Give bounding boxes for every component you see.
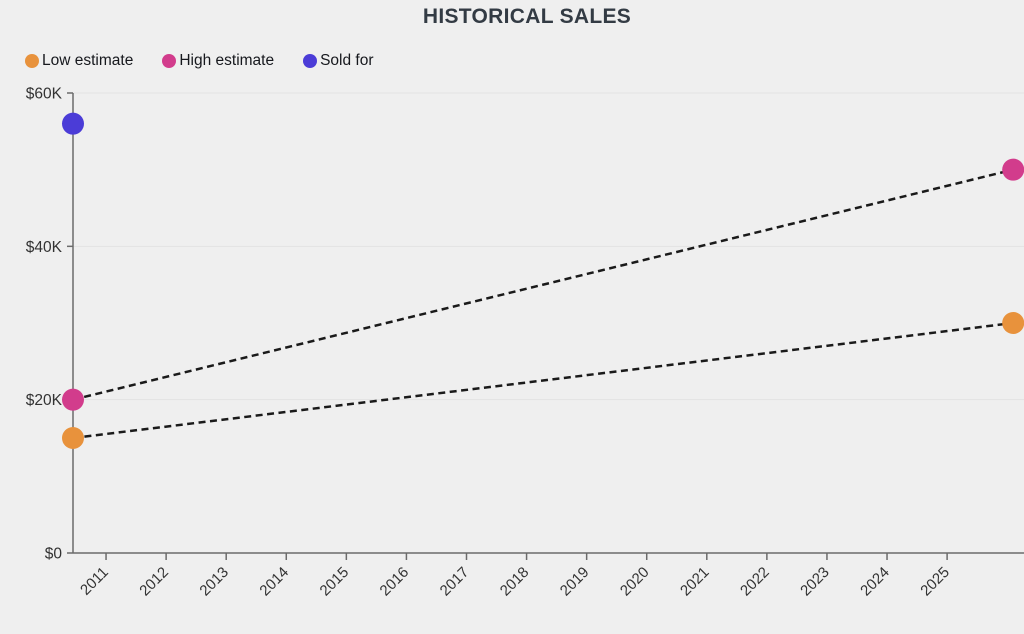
x-tick-label: 2020 xyxy=(617,564,653,600)
y-tick-label: $0 xyxy=(45,546,63,563)
y-tick-label: $40K xyxy=(26,239,63,256)
x-tick-label: 2023 xyxy=(797,564,833,600)
legend-item-low-estimate[interactable]: Low estimate xyxy=(25,52,133,70)
legend-marker-low-estimate xyxy=(25,54,39,68)
x-tick-label: 2024 xyxy=(857,564,893,600)
legend-label: Sold for xyxy=(320,52,374,69)
x-tick-label: 2022 xyxy=(737,564,773,600)
legend-item-sold-for[interactable]: Sold for xyxy=(303,52,374,70)
data-point-high-estimate[interactable] xyxy=(62,388,84,411)
series-line-high-estimate xyxy=(72,168,1014,401)
x-tick-label: 2015 xyxy=(317,564,353,600)
data-point-low-estimate[interactable] xyxy=(1002,312,1024,334)
x-tick-label: 2018 xyxy=(497,564,533,600)
x-tick-label: 2012 xyxy=(136,564,172,600)
data-point-high-estimate[interactable] xyxy=(1002,158,1024,181)
legend-label: Low estimate xyxy=(42,52,134,69)
y-tick-label: $20K xyxy=(26,392,63,409)
legend-item-high-estimate[interactable]: High estimate xyxy=(162,52,274,70)
legend-marker-high-estimate xyxy=(162,54,177,68)
series-line-low-estimate xyxy=(72,321,1014,440)
x-tick-label: 2011 xyxy=(77,564,112,599)
data-point-sold-for[interactable] xyxy=(62,112,84,135)
x-tick-label: 2014 xyxy=(256,564,292,600)
x-tick-label: 2021 xyxy=(677,564,713,600)
data-point-low-estimate[interactable] xyxy=(62,427,84,449)
chart-title: HISTORICAL SALES xyxy=(422,5,632,28)
chart-legend: Low estimate High estimate Sold for xyxy=(25,52,374,70)
legend-label: High estimate xyxy=(179,52,275,69)
x-tick-label: 2019 xyxy=(557,564,593,600)
x-tick-label: 2017 xyxy=(437,564,473,600)
x-tick-label: 2025 xyxy=(917,564,953,600)
x-tick-label: 2013 xyxy=(196,564,232,600)
y-tick-label: $60K xyxy=(26,86,63,103)
x-tick-label: 2016 xyxy=(377,564,413,600)
legend-marker-sold-for xyxy=(303,54,318,68)
